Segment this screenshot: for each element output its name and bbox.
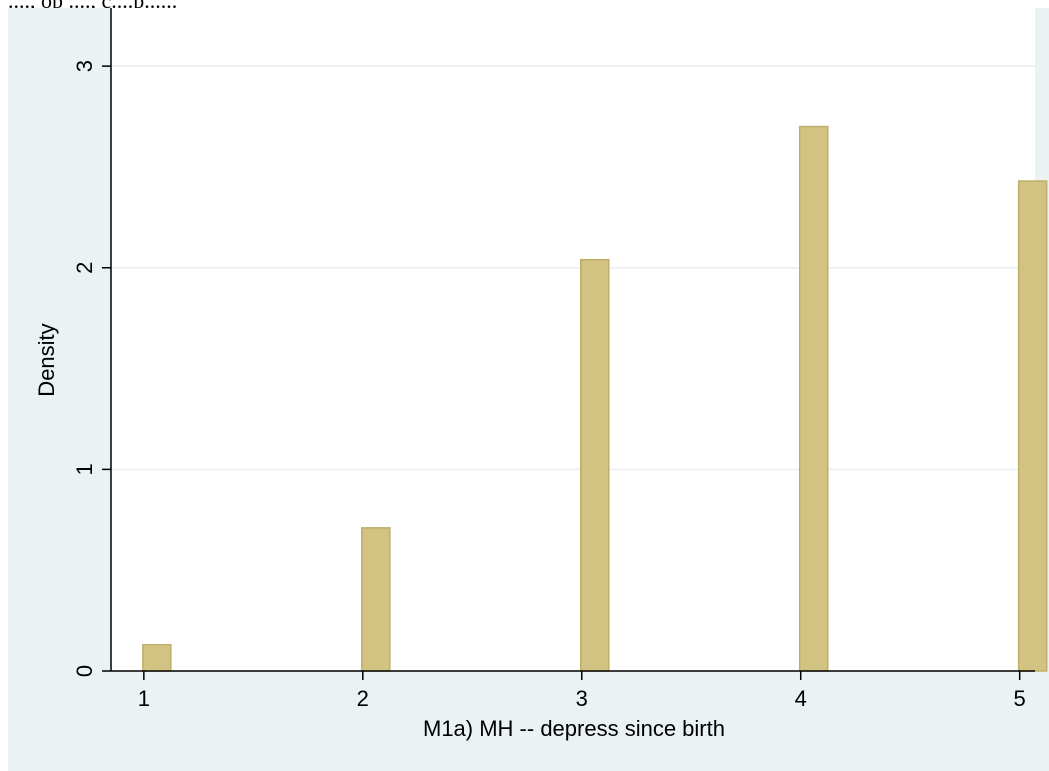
y-axis-title: Density (34, 323, 59, 396)
x-tick-label-5: 5 (1014, 686, 1026, 711)
bar-4 (798, 125, 829, 672)
histogram-chart: 0 1 2 3 1 2 3 4 5 Density M1a) MH -- depress si… (34, 8, 1048, 741)
bar-5 (1017, 180, 1048, 672)
x-axis-title: M1a) MH -- depress since birth (423, 716, 725, 741)
axes (110, 8, 1035, 672)
x-tick-label-3: 3 (576, 686, 588, 711)
x-tick-label-1: 1 (138, 686, 150, 711)
y-tick-label-2: 2 (72, 262, 97, 274)
x-ticks: 1 2 3 4 5 (138, 671, 1026, 711)
x-tick-label-4: 4 (795, 686, 807, 711)
bar-1 (142, 644, 172, 672)
y-ticks: 0 1 2 3 (72, 60, 111, 677)
y-tick-label-1: 1 (72, 463, 97, 475)
bar-2 (361, 527, 391, 672)
x-tick-label-2: 2 (357, 686, 369, 711)
bar-3 (580, 258, 610, 672)
y-tick-label-0: 0 (72, 665, 97, 677)
y-tick-label-3: 3 (72, 60, 97, 72)
chart-panel: 0 1 2 3 1 2 3 4 5 Density M1a) MH -- depress si… (8, 8, 1049, 771)
plot-area (111, 8, 1035, 671)
